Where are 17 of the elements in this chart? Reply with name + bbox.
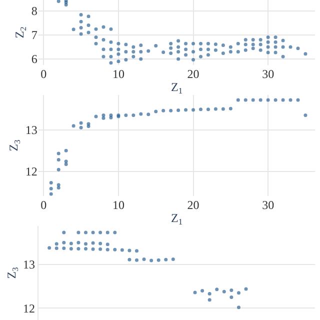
x-tick-label: 10 <box>112 67 124 81</box>
y-tick-label: 13 <box>25 123 38 138</box>
x-axis-title: Z$_{1}$ <box>171 80 183 96</box>
x-tick-label: 20 <box>187 67 200 81</box>
x-tick-label: 0 <box>40 198 47 212</box>
y-tick-label: 7 <box>31 28 38 42</box>
y-tick-label: 13 <box>23 258 35 272</box>
y-tick-label: 12 <box>23 301 35 316</box>
x-tick-label: 20 <box>187 198 200 212</box>
x-tick-label: 30 <box>262 198 274 212</box>
y-tick-label: 8 <box>31 4 38 18</box>
x-tick-label: 10 <box>112 198 124 212</box>
y-tick-label: 12 <box>25 164 38 178</box>
x-axis-title: Z$_{1}$ <box>171 210 183 226</box>
x-tick-label: 0 <box>40 67 47 81</box>
x-tick-label: 30 <box>262 67 274 81</box>
y-tick-label: 6 <box>31 52 38 66</box>
